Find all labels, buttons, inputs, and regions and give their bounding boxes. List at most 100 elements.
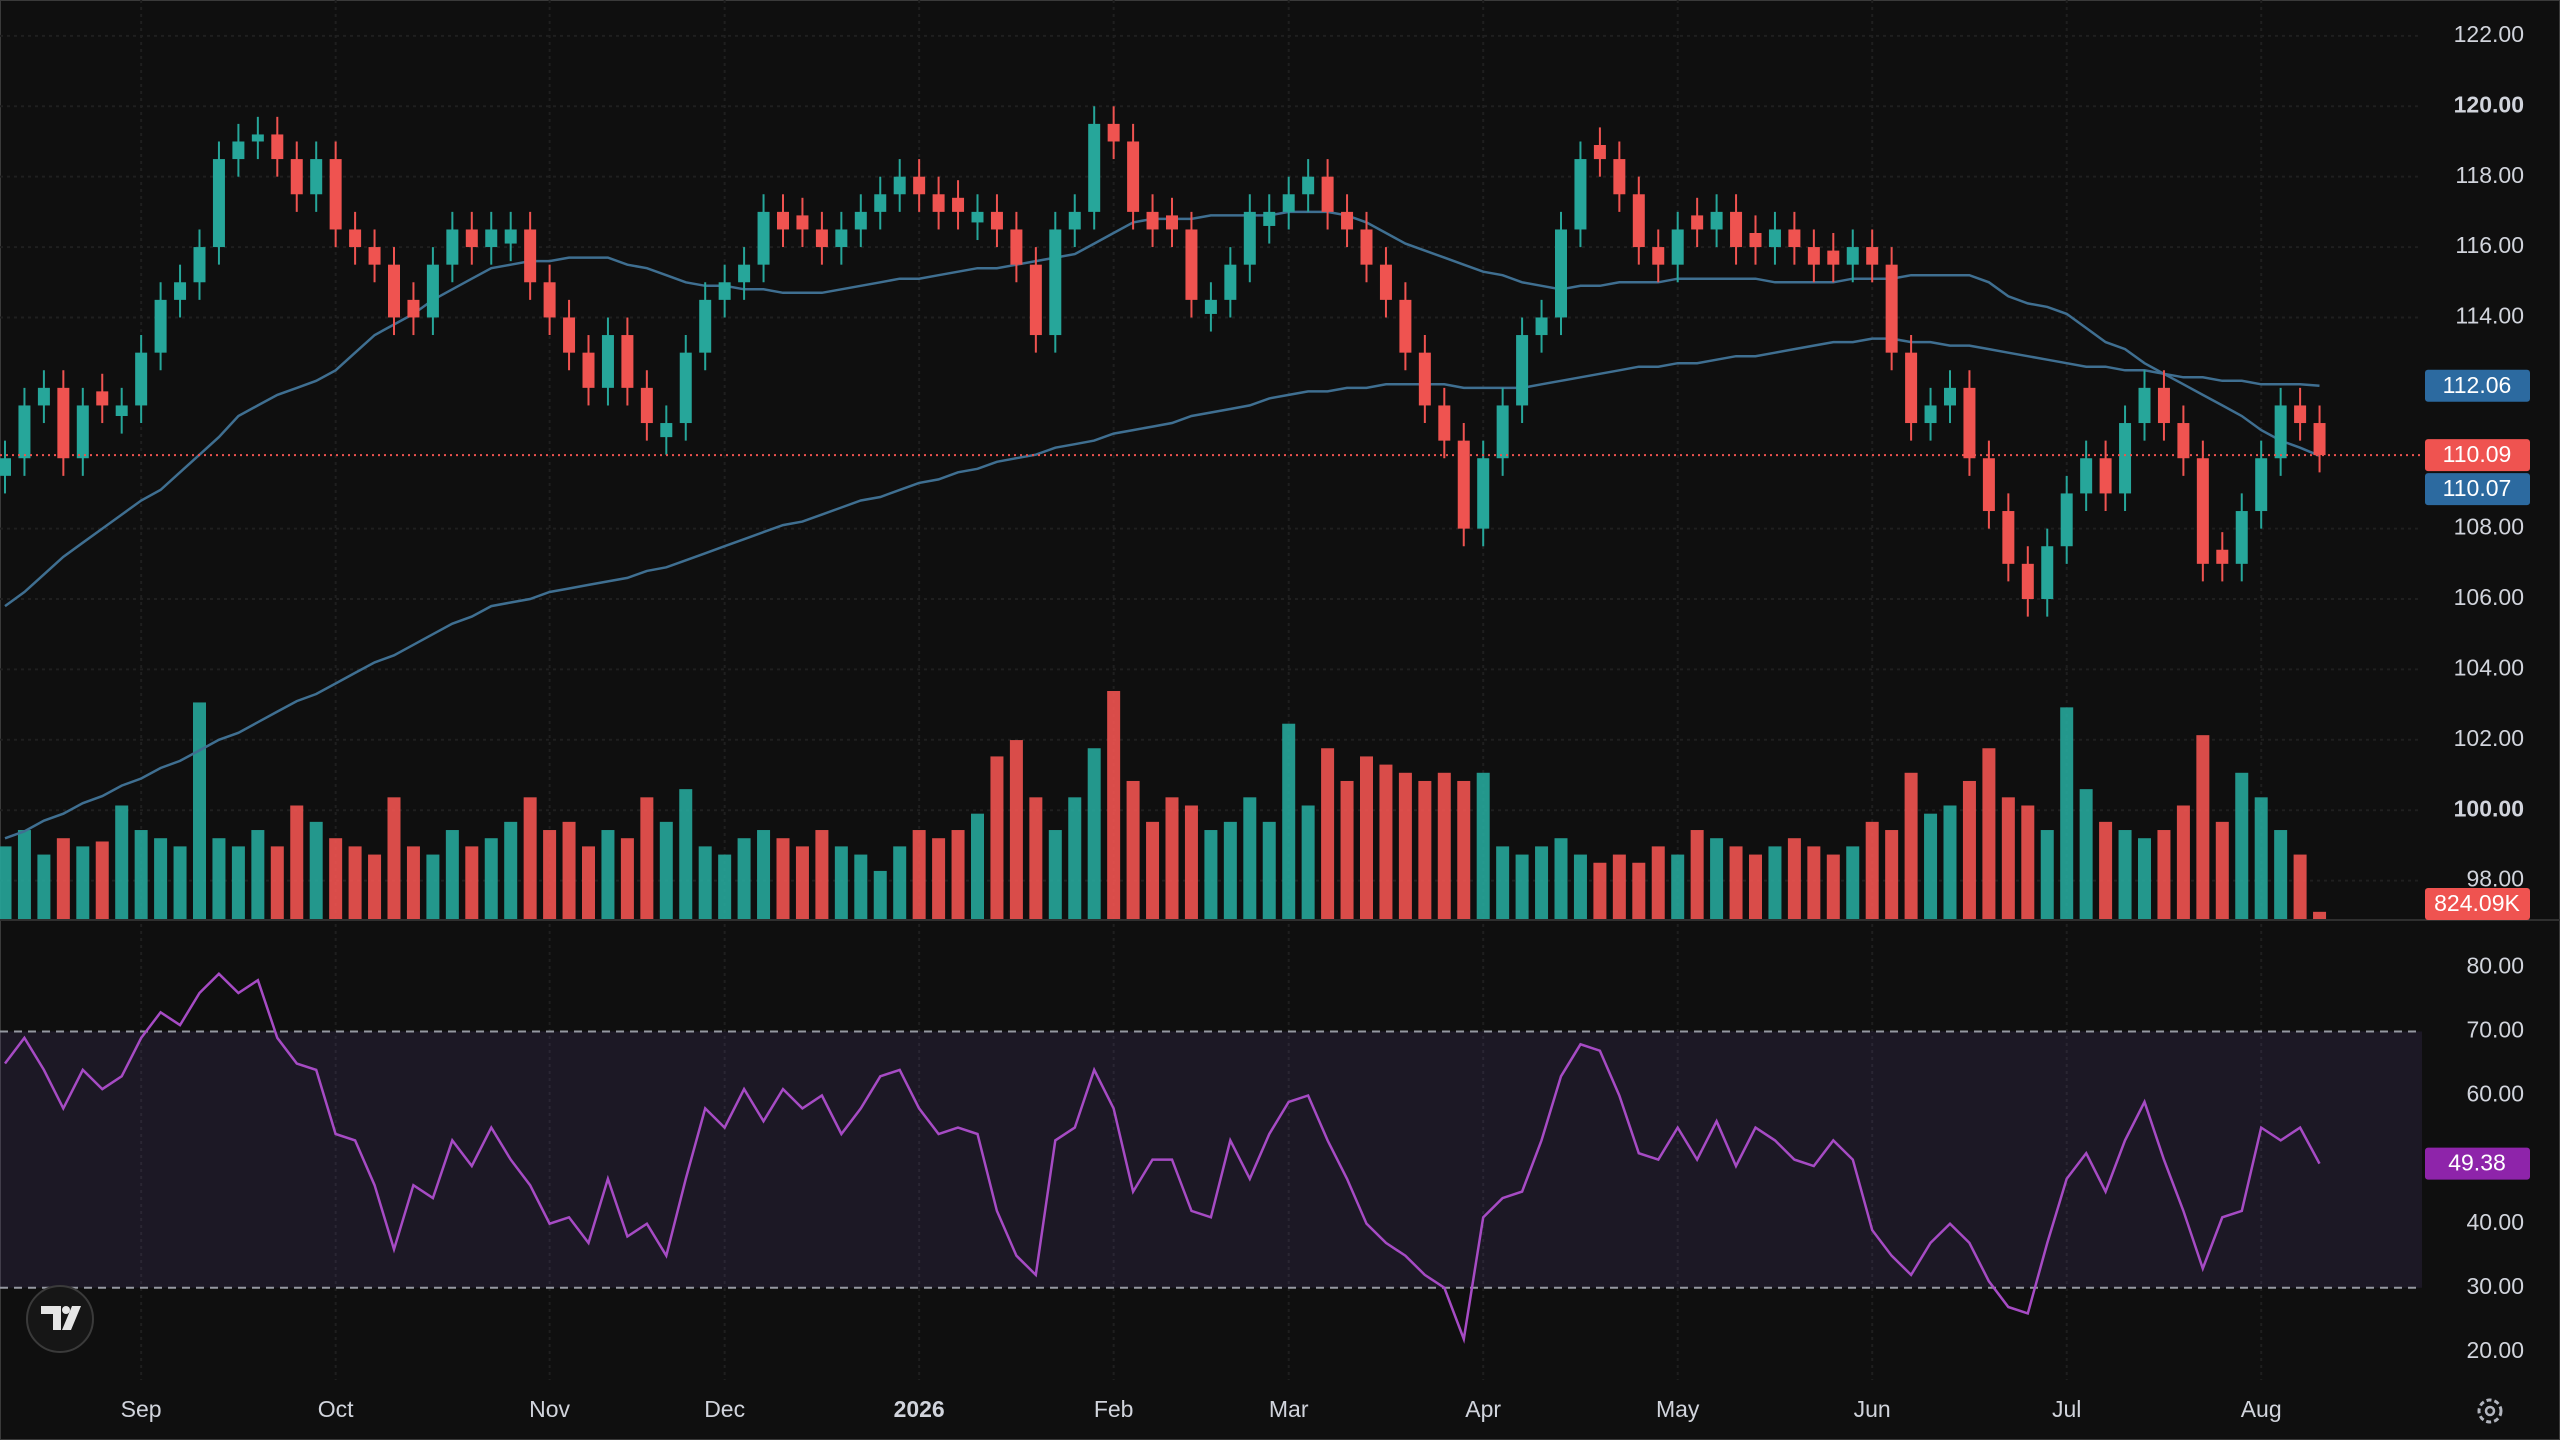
x-tick-label: Oct	[318, 1396, 354, 1422]
candle-body	[1691, 215, 1704, 230]
volume-bar	[543, 830, 557, 920]
volume-bar	[1437, 772, 1451, 920]
volume-bar	[1321, 748, 1335, 920]
candle-body	[1399, 299, 1412, 353]
moving-average-line	[4, 337, 2320, 840]
volume-bar	[1146, 821, 1160, 920]
volume-bar	[1282, 723, 1296, 920]
rsi-line	[4, 972, 2321, 1344]
volume-bar	[1651, 846, 1665, 920]
candle-body	[640, 387, 653, 424]
volume-bar	[2176, 805, 2190, 920]
volume-bar	[17, 830, 31, 920]
candle-body	[1360, 229, 1373, 265]
volume-bar	[1787, 838, 1801, 920]
candle-body	[212, 159, 225, 248]
volume-bar	[1009, 740, 1023, 920]
volume-bar	[1262, 821, 1276, 920]
y-tick-label: 102.00	[2454, 725, 2524, 751]
volume-bar	[2293, 854, 2307, 920]
candle-body	[1632, 194, 1645, 248]
candle-body	[1321, 176, 1334, 212]
candle-body	[2196, 458, 2209, 564]
volume-bar	[562, 821, 576, 920]
logo-dot[interactable]	[62, 1306, 70, 1314]
volume-bar	[2021, 805, 2035, 920]
volume-bar	[737, 838, 751, 920]
rsi-tick-label: 70.00	[2466, 1017, 2524, 1043]
volume-bar	[484, 838, 498, 920]
logo-mark[interactable]	[41, 1306, 81, 1330]
volume-bar	[523, 797, 537, 920]
volume-bar	[1048, 830, 1062, 920]
candle-body	[446, 229, 459, 265]
volume-bar	[1826, 854, 1840, 920]
candle-body	[1788, 229, 1801, 248]
candle-body	[1010, 229, 1023, 265]
volume-bar	[115, 805, 129, 920]
volume-bar	[134, 830, 148, 920]
candle-body	[952, 197, 965, 212]
volume-bar	[1846, 846, 1860, 920]
candle-body	[2294, 405, 2307, 424]
candle-body	[738, 264, 751, 283]
candle-body	[2021, 563, 2034, 600]
candle-body	[1555, 229, 1567, 318]
volume-bar	[932, 838, 946, 920]
rsi-tick-label: 20.00	[2466, 1337, 2524, 1363]
candle-body	[407, 299, 420, 318]
gear-outline[interactable]	[2477, 1398, 2503, 1424]
volume-bar	[815, 830, 829, 920]
candle-body	[2255, 458, 2268, 512]
candle-body	[1418, 352, 1431, 406]
candle-body	[1710, 211, 1723, 230]
volume-bar	[504, 821, 518, 920]
candle-body	[2157, 387, 2170, 424]
candle-body	[1807, 247, 1820, 265]
y-tick-label: 106.00	[2454, 584, 2524, 610]
candle-body	[1029, 264, 1042, 336]
candle-body	[57, 387, 70, 459]
volume-bar	[1924, 813, 1938, 920]
volume-bar	[1107, 691, 1121, 920]
candle-body	[2002, 511, 2015, 564]
rsi-tick-label: 40.00	[2466, 1209, 2524, 1235]
candle-body	[2099, 458, 2112, 494]
candle-body	[2041, 546, 2054, 600]
volume-bar	[1904, 772, 1918, 920]
x-tick-label: May	[1656, 1396, 1700, 1422]
candle-body	[1146, 211, 1159, 230]
candle-body	[1730, 211, 1743, 248]
candle-body	[1204, 299, 1217, 314]
candle-body	[2080, 458, 2093, 494]
volume-bar	[1340, 780, 1354, 920]
volume-tag: 824.09K	[2434, 890, 2520, 916]
volume-bar	[951, 830, 965, 920]
logo[interactable]	[26, 1285, 94, 1353]
settings-button[interactable]	[2477, 1398, 2503, 1424]
volume-bar	[290, 805, 304, 920]
volume-bar	[1729, 846, 1743, 920]
candle-body	[1866, 247, 1879, 265]
volume-bar	[2157, 830, 2171, 920]
candle-body	[2216, 549, 2229, 564]
volume-bar	[776, 838, 790, 920]
axes: Sep Oct Nov Dec 2026 Feb Mar Apr May Jun Jul Aug 98.…	[121, 21, 2530, 1422]
volume-bar	[1398, 772, 1412, 920]
candle-body	[699, 299, 712, 353]
candle-body	[718, 282, 731, 300]
rsi-tag-bg	[2425, 1147, 2530, 1180]
candle-body	[1049, 229, 1062, 336]
volume-bar	[1496, 846, 1510, 920]
volume-bar	[1476, 772, 1490, 920]
y-tick-label: 100.00	[2454, 795, 2524, 821]
gear-center[interactable]	[2484, 1405, 2496, 1417]
y-tick-label: 114.00	[2455, 303, 2524, 329]
y-tick-label: 108.00	[2454, 514, 2524, 540]
volume-bar	[2138, 838, 2151, 920]
moving-average-line	[4, 210, 2320, 608]
candle-body	[1107, 123, 1120, 142]
